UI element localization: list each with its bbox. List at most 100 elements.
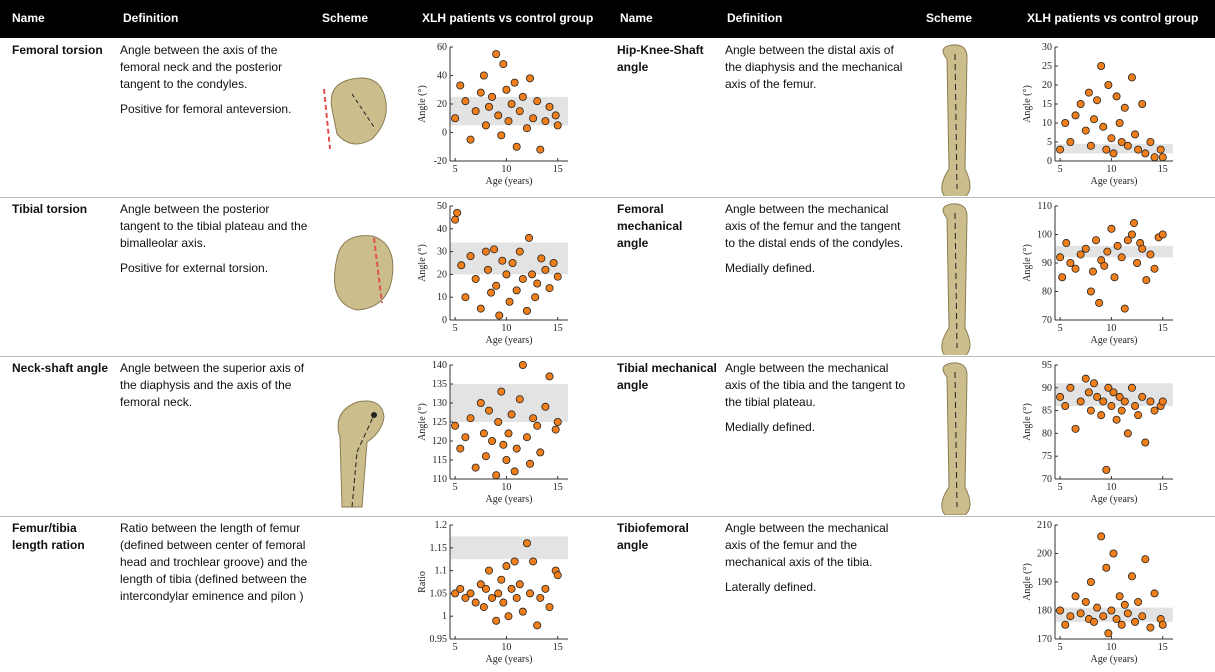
y-axis-label: Angle (°)	[417, 85, 428, 123]
data-point	[1076, 397, 1085, 406]
scheme-shape	[941, 362, 971, 515]
data-point	[507, 410, 516, 419]
data-point	[476, 580, 485, 589]
x-tick-label: 10	[501, 323, 511, 334]
data-point	[505, 297, 514, 306]
data-point	[457, 261, 466, 270]
data-point	[512, 444, 521, 453]
term-name: Hip-Knee-Shaft angle	[617, 43, 704, 74]
data-point	[545, 603, 554, 612]
y-tick-label: 30	[1042, 42, 1052, 53]
x-tick-label: 10	[1106, 164, 1116, 175]
x-tick-label: 5	[1058, 642, 1063, 653]
definition-text: Positive for femoral anteversion.	[120, 102, 292, 116]
data-point	[1093, 603, 1102, 612]
y-tick-label: 110	[432, 474, 447, 485]
data-point	[484, 102, 493, 111]
data-point	[1115, 392, 1124, 401]
y-tick-label: 10	[437, 292, 447, 303]
term-name: Femoral mechanical angle	[617, 202, 683, 250]
data-point	[479, 429, 488, 438]
data-point	[1146, 397, 1155, 406]
data-point	[504, 429, 513, 438]
data-point	[536, 593, 545, 602]
y-axis-label: Angle (°)	[1022, 244, 1033, 282]
data-point	[1131, 617, 1140, 626]
term-name: Neck-shaft angle	[12, 361, 109, 375]
data-point	[1156, 145, 1165, 154]
y-tick-label: 135	[432, 379, 447, 390]
data-point	[1088, 267, 1097, 276]
data-point	[510, 557, 519, 566]
definition-text: Angle between the mechanical axis of the…	[725, 202, 904, 250]
scheme-shape	[323, 88, 331, 150]
data-point	[522, 306, 531, 315]
data-point	[1103, 247, 1112, 256]
data-point	[488, 593, 497, 602]
data-point	[1120, 397, 1129, 406]
x-tick-label: 10	[501, 164, 511, 175]
data-point	[1120, 103, 1129, 112]
x-axis-label: Age (years)	[1091, 654, 1138, 665]
data-point	[502, 85, 511, 94]
x-tick-label: 5	[1058, 164, 1063, 175]
data-point	[531, 293, 540, 302]
y-tick-label: 25	[1042, 61, 1052, 72]
x-tick-label: 5	[453, 323, 458, 334]
data-point	[1097, 61, 1106, 70]
data-point	[461, 433, 470, 442]
data-point	[1056, 253, 1065, 262]
data-point	[484, 406, 493, 415]
y-tick-label: 1	[442, 611, 447, 622]
data-point	[518, 607, 527, 616]
row-separator	[0, 356, 1215, 357]
x-axis-label: Age (years)	[1091, 335, 1138, 346]
data-point	[1076, 250, 1085, 259]
x-tick-label: 15	[1158, 482, 1168, 493]
data-point	[522, 124, 531, 133]
x-tick-label: 10	[1106, 323, 1116, 334]
data-point	[1076, 100, 1085, 109]
term-name: Tibial mechanical angle	[617, 361, 717, 392]
term-name: Femoral torsion	[12, 43, 103, 57]
x-tick-label: 15	[553, 642, 563, 653]
data-point	[495, 311, 504, 320]
data-point	[1109, 388, 1118, 397]
x-tick-label: 5	[453, 482, 458, 493]
term-name: Tibial torsion	[12, 202, 88, 216]
scheme-shape	[337, 400, 385, 508]
y-tick-label: 0	[1047, 156, 1052, 167]
data-point	[494, 589, 503, 598]
data-point	[1138, 100, 1147, 109]
data-point	[1117, 406, 1126, 415]
header-bar: Name Definition Scheme XLH patients vs cont…	[0, 0, 1215, 38]
scheme	[334, 235, 394, 311]
reference-band	[450, 536, 568, 560]
data-point	[1109, 149, 1118, 158]
x-tick-label: 5	[1058, 482, 1063, 493]
x-tick-label: 10	[501, 482, 511, 493]
y-tick-label: 0	[442, 315, 447, 326]
data-point	[476, 88, 485, 97]
data-point	[512, 286, 521, 295]
data-point	[525, 233, 534, 242]
data-point	[1104, 629, 1113, 638]
data-point	[1158, 397, 1167, 406]
data-point	[1084, 88, 1093, 97]
term-name: Tibiofemoral angle	[617, 521, 689, 552]
data-point	[1138, 392, 1147, 401]
data-point	[541, 117, 550, 126]
x-axis-label: Age (years)	[486, 176, 533, 187]
data-point	[1131, 402, 1140, 411]
data-point	[466, 589, 475, 598]
y-tick-label: 1.1	[435, 566, 448, 577]
scatter-chart: 70 80 90 100 110 5 10 15 Age (years) Angle (°)	[1022, 201, 1173, 346]
definition: Angle between the mechanical axis of the…	[725, 520, 913, 604]
data-point	[466, 252, 475, 261]
data-point	[1100, 261, 1109, 270]
data-point	[1158, 153, 1167, 162]
definition: Angle between the superior axis of the d…	[120, 360, 308, 419]
data-point	[526, 589, 535, 598]
data-point	[508, 259, 517, 268]
data-point	[1123, 429, 1132, 438]
